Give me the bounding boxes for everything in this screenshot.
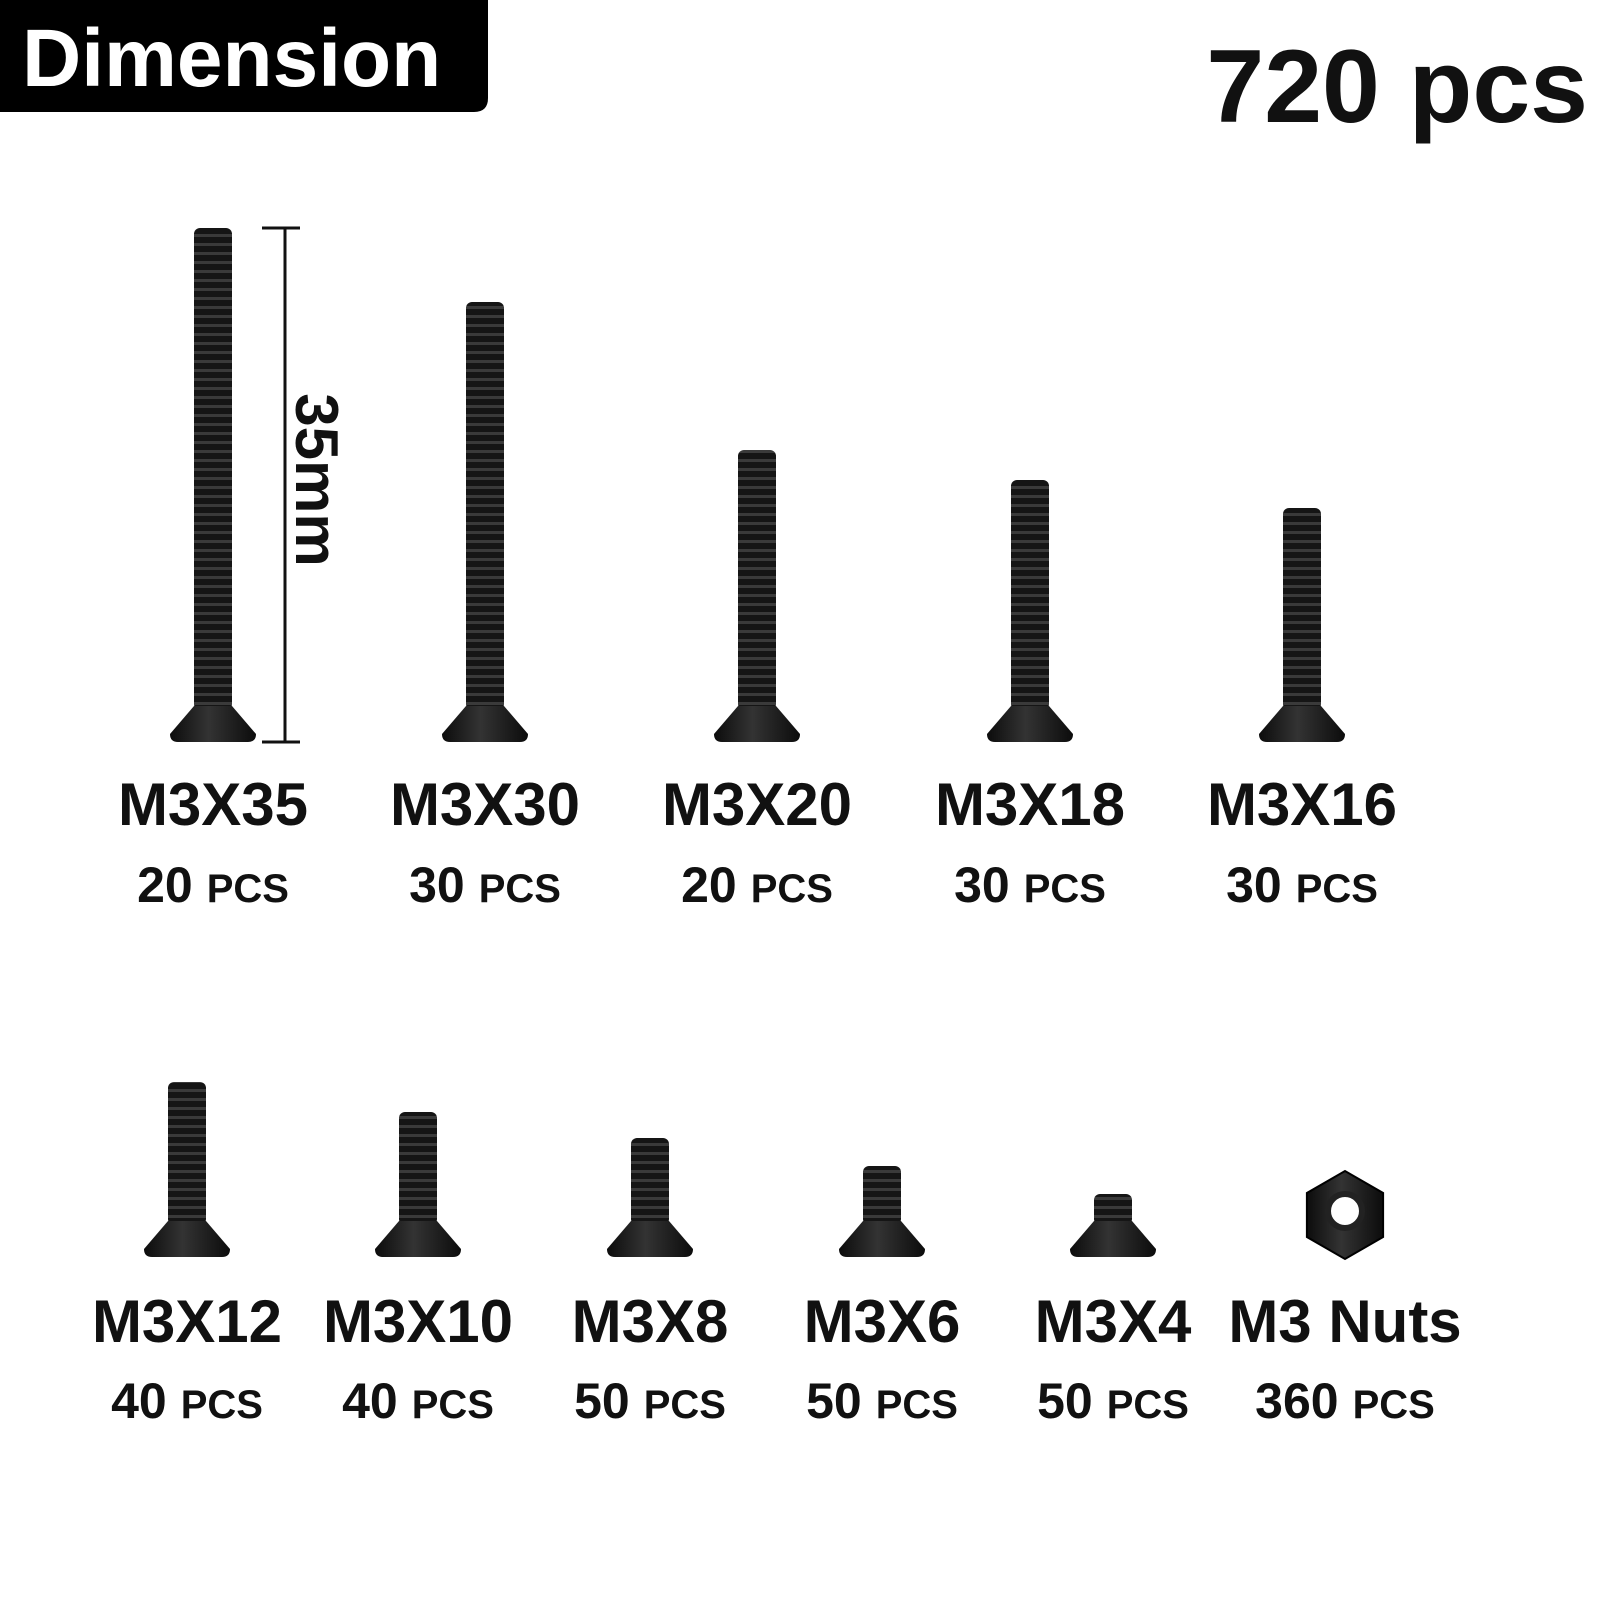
quantity-unit: PCS [751,867,833,911]
screw-shaft [1094,1194,1132,1225]
item-quantity: 20 PCS [681,857,833,913]
item-name: M3X35 [118,771,308,838]
item-quantity: 360 PCS [1255,1373,1435,1429]
badge-text: Dimension [22,13,441,104]
item-quantity: 40 PCS [342,1373,494,1429]
quantity-number: 30 [409,857,465,913]
screw-head [839,1221,925,1257]
item-name: M3X6 [804,1288,961,1355]
item-name: M3X20 [662,771,852,838]
screw-picture [1070,1194,1156,1257]
quantity-unit: PCS [181,1383,263,1427]
screw-picture [170,228,256,742]
screw-head [1259,706,1345,742]
screw-picture [375,1112,461,1257]
nut-hole [1325,1191,1365,1231]
screw-shaft [1283,508,1321,710]
screw-shaft [194,228,232,710]
quantity-unit: PCS [1107,1383,1189,1427]
item-name: M3X12 [92,1288,282,1355]
badge-background [0,0,488,112]
item-quantity: 30 PCS [409,857,561,913]
screw-picture [987,480,1073,742]
quantity-unit: PCS [876,1383,958,1427]
screw-picture [607,1138,693,1257]
item-quantity: 50 PCS [1037,1373,1189,1429]
nut-picture [1305,1169,1385,1261]
item-name: M3X4 [1035,1288,1192,1355]
screw-head [714,706,800,742]
quantity-unit: PCS [412,1383,494,1427]
quantity-number: 40 [111,1373,167,1429]
quantity-unit: PCS [479,867,561,911]
screw-shaft [399,1112,437,1225]
dimension-bracket [262,226,300,744]
quantity-number: 20 [681,857,737,913]
screw-head [170,706,256,742]
quantity-number: 20 [137,857,193,913]
screw-picture [144,1082,230,1257]
screw-shaft [1011,480,1049,710]
screw-head [442,706,528,742]
screw-shaft [631,1138,669,1225]
item-name: M3X10 [323,1288,513,1355]
screw-picture [714,450,800,742]
dimension-label: 35mm [283,393,350,566]
screw-head [607,1221,693,1257]
item-quantity: 30 PCS [954,857,1106,913]
quantity-number: 50 [574,1373,630,1429]
total-count: 720 pcs [1206,29,1588,145]
screw-head [1070,1221,1156,1257]
quantity-unit: PCS [207,867,289,911]
screw-shaft [738,450,776,710]
item-name: M3X18 [935,771,1125,838]
item-name: M3X8 [572,1288,729,1355]
item-quantity: 30 PCS [1226,857,1378,913]
quantity-unit: PCS [1353,1383,1435,1427]
screw-picture [839,1166,925,1257]
quantity-number: 50 [806,1373,862,1429]
screw-picture [442,302,528,742]
screw-picture [1259,508,1345,742]
item-name: M3X30 [390,771,580,838]
screw-head [375,1221,461,1257]
screw-shaft [168,1082,206,1225]
screw-shaft [466,302,504,710]
quantity-number: 50 [1037,1373,1093,1429]
item-quantity: 50 PCS [806,1373,958,1429]
item-name: M3 Nuts [1228,1288,1461,1355]
screw-head [987,706,1073,742]
item-name: M3X16 [1207,771,1397,838]
quantity-number: 40 [342,1373,398,1429]
item-quantity: 40 PCS [111,1373,263,1429]
quantity-number: 30 [954,857,1010,913]
screw-head [144,1221,230,1257]
screw-shaft [863,1166,901,1225]
quantity-number: 360 [1255,1373,1338,1429]
quantity-unit: PCS [1024,867,1106,911]
quantity-unit: PCS [1296,867,1378,911]
item-quantity: 50 PCS [574,1373,726,1429]
quantity-number: 30 [1226,857,1282,913]
item-quantity: 20 PCS [137,857,289,913]
quantity-unit: PCS [644,1383,726,1427]
